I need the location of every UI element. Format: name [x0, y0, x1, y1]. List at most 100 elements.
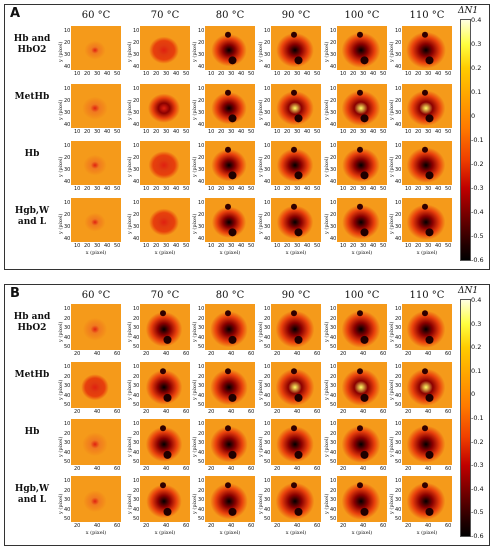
y-tick: 10: [330, 364, 337, 370]
x-tick: 40: [163, 523, 170, 529]
y-tick: 20: [330, 487, 337, 494]
x-tick: 20: [415, 243, 422, 249]
x-tick: 20: [208, 409, 215, 415]
heatmap-cell: [205, 26, 255, 70]
y-tick: 40: [198, 334, 205, 341]
y-tick: 10: [395, 478, 402, 484]
x-tick: 10: [405, 186, 412, 192]
x-tick: 40: [425, 409, 432, 415]
x-tick: 20: [340, 466, 347, 472]
x-tick: 40: [360, 409, 367, 415]
y-tick: 20: [64, 315, 71, 322]
x-tick: 30: [360, 71, 367, 77]
y-tick: 10: [264, 28, 271, 34]
row-label: MetHb: [14, 92, 50, 102]
x-tick: 30: [163, 186, 170, 192]
y-tick: 10: [330, 421, 337, 427]
x-tick: 40: [173, 71, 180, 77]
x-tick: 60: [114, 466, 121, 472]
x-tick: 40: [370, 243, 377, 249]
x-tick: 40: [228, 351, 235, 357]
x-axis-label: x (pixel): [351, 250, 373, 256]
heatmap-cell: [337, 198, 387, 242]
x-tick: 40: [435, 243, 442, 249]
y-tick: 50: [395, 516, 402, 522]
x-tick: 40: [238, 243, 245, 249]
temperature-header: 110 °C: [409, 10, 445, 21]
y-tick: 30: [395, 440, 402, 446]
temperature-header: 90 °C: [281, 10, 311, 21]
heatmap-cell: [205, 362, 255, 408]
y-tick: 30: [198, 224, 205, 230]
x-tick: 50: [445, 71, 452, 77]
x-tick: 20: [340, 351, 347, 357]
colorbar-tick: -0.5: [471, 508, 484, 517]
x-tick: 40: [370, 129, 377, 135]
row-label: Hb and HbO2: [13, 312, 51, 333]
x-tick: 50: [314, 71, 321, 77]
y-tick: 50: [133, 459, 140, 465]
colorbar-tick: 0.2: [471, 343, 482, 352]
y-tick: 20: [264, 430, 271, 437]
colorbar-tick: 0.1: [471, 366, 482, 375]
y-tick: 30: [330, 383, 337, 389]
y-tick: 50: [64, 344, 71, 350]
x-tick: 20: [274, 523, 281, 529]
x-tick: 30: [163, 129, 170, 135]
colorbar-tick: 0.2: [471, 64, 482, 72]
y-tick: 10: [395, 28, 402, 34]
heatmap-cell: [205, 476, 255, 522]
x-tick: 40: [304, 243, 311, 249]
x-tick: 20: [208, 523, 215, 529]
colorbar-tick: -0.3: [471, 461, 484, 470]
x-tick: 20: [84, 129, 91, 135]
x-tick: 50: [248, 129, 255, 135]
x-tick: 60: [445, 466, 452, 472]
x-tick: 40: [173, 186, 180, 192]
x-tick: 60: [114, 351, 121, 357]
x-tick: 40: [304, 129, 311, 135]
y-tick: 10: [64, 86, 71, 92]
x-tick: 50: [445, 129, 452, 135]
row-label: MetHb: [14, 370, 50, 380]
y-tick: 10: [198, 86, 205, 92]
y-tick: 40: [264, 179, 271, 185]
x-tick: 60: [248, 351, 255, 357]
y-tick: 50: [330, 516, 337, 522]
x-tick: 50: [445, 186, 452, 192]
heatmap-cell: [71, 141, 121, 185]
heatmap-cell: [402, 198, 452, 242]
x-tick: 20: [274, 351, 281, 357]
y-tick: 20: [330, 373, 337, 380]
y-tick: 20: [64, 212, 71, 218]
y-tick: 10: [330, 86, 337, 92]
y-tick: 10: [395, 364, 402, 370]
y-tick: 30: [395, 167, 402, 173]
y-tick: 20: [395, 487, 402, 494]
x-tick: 20: [284, 243, 291, 249]
x-tick: 60: [183, 466, 190, 472]
x-tick: 10: [74, 129, 81, 135]
x-tick: 40: [304, 71, 311, 77]
panel-letter: A: [10, 6, 21, 21]
y-tick: 30: [133, 167, 140, 173]
x-tick: 10: [143, 71, 150, 77]
x-tick: 10: [405, 71, 412, 77]
x-tick: 20: [74, 351, 81, 357]
y-tick: 10: [64, 306, 71, 312]
y-tick: 10: [133, 200, 140, 206]
y-tick: 40: [198, 122, 205, 128]
y-tick: 20: [264, 487, 271, 494]
y-tick: 20: [133, 212, 140, 218]
y-tick: 30: [133, 52, 140, 58]
x-tick: 60: [183, 351, 190, 357]
x-tick: 40: [104, 186, 111, 192]
x-tick: 50: [380, 243, 387, 249]
x-tick: 40: [173, 243, 180, 249]
x-tick: 40: [294, 351, 301, 357]
x-tick: 10: [340, 129, 347, 135]
heatmap-cell: [71, 362, 121, 408]
colorbar-title: ΔN1: [458, 286, 479, 296]
colorbar: [460, 299, 471, 537]
y-tick: 40: [330, 449, 337, 456]
